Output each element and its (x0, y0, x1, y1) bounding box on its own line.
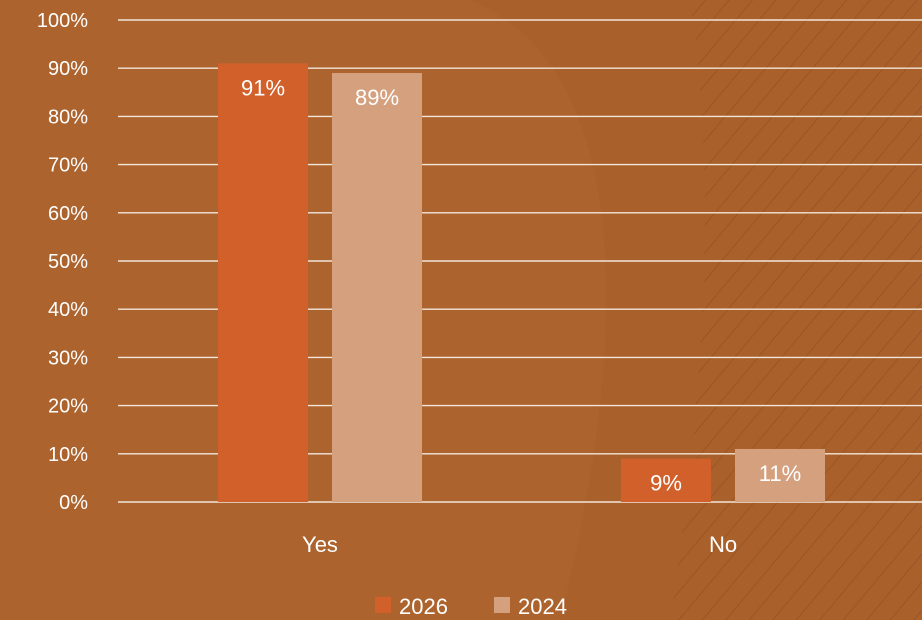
data-label-yes-2026: 91% (241, 75, 285, 100)
bar-yes-2026 (218, 63, 308, 502)
legend: 2026 2024 (375, 594, 567, 619)
y-tick-label: 50% (48, 251, 88, 273)
y-tick-label: 100% (37, 10, 88, 32)
data-label-yes-2024: 89% (355, 85, 399, 110)
bar-no-2024 (735, 448, 825, 502)
bars (218, 63, 825, 503)
y-tick-label: 90% (48, 58, 88, 80)
y-tick-label: 20% (48, 396, 88, 418)
category-label-yes: Yes (302, 532, 338, 557)
y-tick-label: 80% (48, 106, 88, 128)
y-tick-label: 10% (48, 444, 88, 466)
y-tick-label: 0% (59, 492, 88, 514)
bar-no-2026 (621, 458, 711, 502)
y-tick-label: 60% (48, 203, 88, 225)
data-label-no-2026: 9% (650, 471, 682, 496)
legend-label-2026: 2026 (399, 594, 448, 619)
legend-swatch-2026 (375, 597, 391, 613)
y-axis-tick-labels: 0% 10% 20% 30% 40% 50% 60% 70% 80% 90% 100% (37, 10, 88, 514)
legend-label-2024: 2024 (518, 594, 567, 619)
data-label-no-2024: 11% (759, 461, 801, 486)
category-label-no: No (709, 532, 737, 557)
legend-swatch-2024 (494, 597, 510, 613)
y-tick-label: 30% (48, 347, 88, 369)
x-axis-category-labels: Yes No (302, 532, 737, 557)
y-tick-label: 40% (48, 299, 88, 321)
data-labels: 91% 89% 9% 11% (241, 75, 801, 495)
bar-yes-2024 (332, 73, 422, 503)
y-tick-label: 70% (48, 155, 88, 177)
